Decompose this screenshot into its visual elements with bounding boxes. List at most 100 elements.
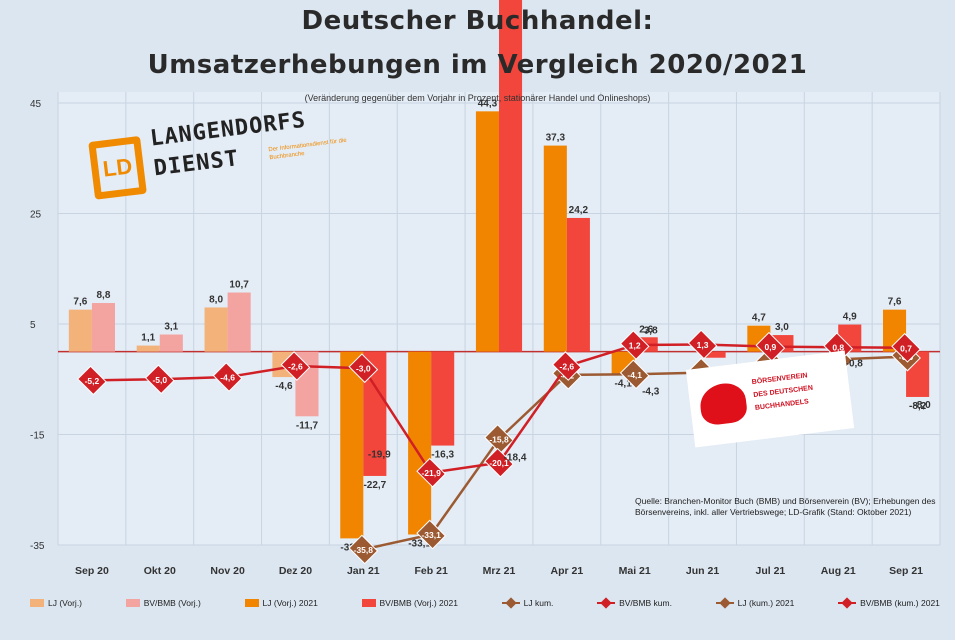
data-label: 24,2 xyxy=(569,205,589,216)
legend-label: BV/BMB (Vorj.) xyxy=(143,598,201,608)
marker-label: -33,1 xyxy=(421,530,441,540)
legend-swatch xyxy=(501,597,520,609)
legend-item: BV/BMB (Vorj.) xyxy=(125,598,201,608)
data-label: -4,1 xyxy=(615,378,633,389)
marker-label: -3,0 xyxy=(356,364,371,374)
data-label: -8,2 xyxy=(909,401,927,412)
line-marker xyxy=(619,359,650,390)
data-label: -8,0 xyxy=(913,400,931,411)
ld-logo-line2: DIENST xyxy=(152,146,241,182)
data-label: 37,3 xyxy=(546,133,566,144)
x-tick-label: Mrz 21 xyxy=(483,565,516,577)
data-label: 3,0 xyxy=(775,322,789,333)
bar xyxy=(91,303,115,352)
marker-label: -4,6 xyxy=(220,373,235,383)
line-marker xyxy=(484,424,514,454)
x-tick-label: Mai 21 xyxy=(619,565,651,577)
data-label: 44,3 xyxy=(478,98,498,109)
data-label: -18,4 xyxy=(504,453,527,464)
marker-label: -2,6 xyxy=(560,362,575,372)
ld-logo-tagline: Der Informationsdienst für die Buchbranc… xyxy=(268,137,348,162)
marker-label: -20,1 xyxy=(489,458,509,468)
x-tick-label: Nov 20 xyxy=(210,565,245,577)
marker-label: -21,9 xyxy=(421,468,441,478)
bar xyxy=(566,217,590,352)
boersenverein-mark-icon xyxy=(697,381,749,427)
y-tick-label: -35 xyxy=(30,541,45,552)
x-tick-label: Sep 20 xyxy=(75,565,109,577)
legend-label: LJ (Vorj.) xyxy=(48,598,83,608)
legend-swatch xyxy=(125,599,140,607)
line-marker xyxy=(348,534,379,565)
legend-swatch xyxy=(597,597,616,609)
line-marker xyxy=(144,364,175,395)
data-label: -0,8 xyxy=(846,359,864,370)
legend-swatch xyxy=(244,599,259,607)
data-label: -4,6 xyxy=(275,381,293,392)
x-tick-label: Jun 21 xyxy=(686,565,719,577)
x-tick-label: Feb 21 xyxy=(415,565,448,577)
bar xyxy=(475,111,499,352)
legend-swatch xyxy=(361,599,376,607)
marker-label: 0,7 xyxy=(900,343,912,353)
y-tick-label: 25 xyxy=(30,210,42,221)
legend-item: LJ kum. xyxy=(501,597,554,609)
legend-label: LJ (kum.) 2021 xyxy=(737,598,795,608)
line-marker xyxy=(551,351,582,381)
legend-item: BV/BMB kum. xyxy=(597,597,672,609)
line-marker xyxy=(755,331,786,362)
data-label: 2,6 xyxy=(639,324,653,335)
data-label: 10,7 xyxy=(229,280,249,291)
legend-label: BV/BMB kum. xyxy=(619,598,672,608)
bar xyxy=(543,145,567,352)
marker-label: 1,3 xyxy=(697,340,709,350)
legend-item: BV/BMB (kum.) 2021 xyxy=(838,597,940,609)
marker-label: 0,8 xyxy=(832,343,844,353)
y-tick-label: 45 xyxy=(30,99,42,110)
data-label: 3,1 xyxy=(164,322,178,333)
marker-label: -15,8 xyxy=(489,434,509,444)
data-label: 7,6 xyxy=(888,297,902,308)
legend-item: BV/BMB (Vorj.) 2021 xyxy=(361,598,458,608)
chart-legend: LJ (Vorj.) BV/BMB (Vorj.) LJ (Vorj.) 2021 B… xyxy=(30,597,940,609)
line-marker xyxy=(891,332,921,363)
data-label: -19,9 xyxy=(368,449,391,460)
bar xyxy=(227,292,251,352)
source-note: Quelle: Branchen-Monitor Buch (BMB) und … xyxy=(635,496,936,517)
x-tick-label: Sep 21 xyxy=(889,565,923,577)
marker-label: -35,8 xyxy=(354,545,374,555)
x-tick-label: Apr 21 xyxy=(551,565,584,577)
legend-label: LJ kum. xyxy=(523,598,554,608)
legend-swatch xyxy=(838,597,857,609)
bar xyxy=(363,351,387,476)
chart-subtitle: (Veränderung gegenüber dem Vorjahr in Pr… xyxy=(304,93,651,103)
marker-label: -5,2 xyxy=(85,376,100,386)
legend-swatch xyxy=(715,597,734,609)
data-label: 4,7 xyxy=(752,313,766,324)
chart-title-line2: Umsatzerhebungen im Vergleich 2020/2021 xyxy=(147,50,808,80)
data-label: 3,8 xyxy=(644,326,658,337)
y-tick-label: -15 xyxy=(30,431,45,442)
line-marker xyxy=(619,330,650,360)
legend-label: LJ (Vorj.) 2021 xyxy=(262,598,318,608)
bar xyxy=(68,309,92,352)
marker-label: -5,0 xyxy=(152,375,167,385)
x-tick-label: Dez 20 xyxy=(279,565,312,577)
x-tick-label: Jul 21 xyxy=(755,565,785,577)
data-label: 1,1 xyxy=(141,333,155,344)
data-label: 7,6 xyxy=(73,297,87,308)
x-tick-label: Jan 21 xyxy=(347,565,380,577)
marker-label: 1,2 xyxy=(629,341,641,351)
data-label: 8,8 xyxy=(97,290,111,301)
bar xyxy=(702,351,726,358)
data-label: -4,3 xyxy=(642,386,660,397)
x-tick-label: Aug 21 xyxy=(821,565,856,577)
legend-item: LJ (kum.) 2021 xyxy=(715,597,795,609)
marker-label: -2,6 xyxy=(288,362,303,372)
legend-label: BV/BMB (Vorj.) 2021 xyxy=(379,598,458,608)
ld-mark-icon: LD xyxy=(88,135,147,200)
data-label: 4,9 xyxy=(843,312,857,323)
data-label: -11,7 xyxy=(296,420,319,431)
legend-label: BV/BMB (kum.) 2021 xyxy=(860,598,940,608)
